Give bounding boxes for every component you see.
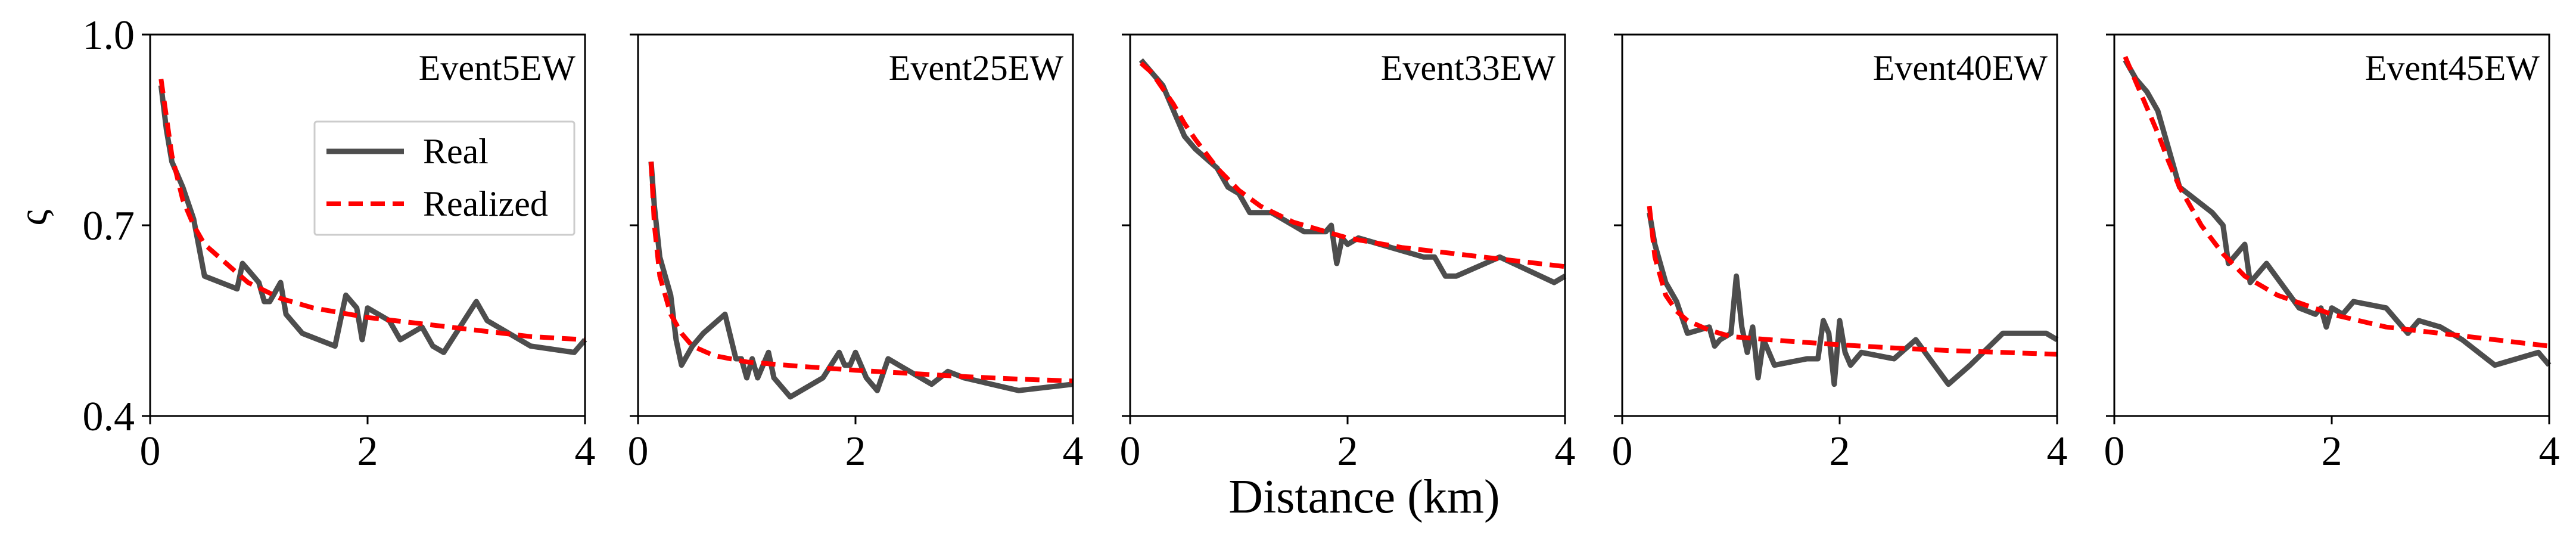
x-tick-label: 0 — [1612, 429, 1633, 474]
x-tick-label: 4 — [2539, 429, 2560, 474]
series-line-realized — [158, 79, 586, 342]
panel-title: Event40EW — [1873, 48, 2048, 88]
x-tick-label: 4 — [2047, 429, 2068, 474]
y-tick-label: 0.7 — [83, 203, 135, 249]
panel-title: Event5EW — [419, 48, 576, 88]
x-tick-label: 2 — [1830, 429, 1850, 474]
series-line-realized — [2123, 55, 2550, 349]
x-tick-label: 0 — [1120, 429, 1141, 474]
subplot-1: 0 2 4 0.4 0.7 1.0 Event5EW Real Realized — [83, 13, 596, 474]
series-line-realized — [1647, 206, 2058, 357]
y-axis-label: ς — [10, 209, 55, 225]
series-line-realized — [648, 162, 1074, 384]
x-tick-label: 4 — [1063, 429, 1084, 474]
x-tick-label: 0 — [2104, 429, 2125, 474]
panel-title: Event45EW — [2365, 48, 2540, 88]
series-line-real — [648, 161, 1074, 400]
y-tick-label: 0.4 — [83, 394, 135, 440]
x-tick-label: 2 — [1337, 429, 1358, 474]
y-tick-label: 1.0 — [83, 13, 135, 58]
subplot-4: 0 2 4 Event40EW — [1612, 33, 2068, 474]
x-tick-label: 2 — [2322, 429, 2342, 474]
legend-label-real: Real — [423, 132, 489, 171]
legend: Real Realized — [313, 120, 575, 236]
subplot-5: 0 2 4 Event45EW — [2104, 33, 2560, 474]
panel-title: Event25EW — [889, 48, 1064, 88]
x-axis-label: Distance (km) — [1228, 471, 1499, 523]
plot-frame — [1129, 33, 1566, 417]
x-tick-label: 0 — [140, 429, 161, 474]
panel-title: Event33EW — [1381, 48, 1556, 88]
x-tick-label: 2 — [845, 429, 866, 474]
x-tick-label: 4 — [1555, 429, 1576, 474]
legend-label-realized: Realized — [423, 184, 548, 223]
subplot-grid: 0 2 4 0.4 0.7 1.0 Event5EW Real Realized 0 2 4 Event… — [83, 13, 2560, 474]
x-tick-label: 0 — [628, 429, 649, 474]
series-line-real — [2123, 58, 2552, 368]
plot-frame — [1621, 33, 2058, 417]
series-line-realized — [1139, 61, 1566, 269]
subplot-2: 0 2 4 Event25EW — [628, 33, 1084, 474]
series-line-real — [1647, 212, 2059, 387]
x-tick-label: 4 — [575, 429, 596, 474]
subplot-3: 0 2 4 Event33EW — [1120, 33, 1576, 474]
x-tick-label: 2 — [357, 429, 378, 474]
series-line-real — [158, 85, 587, 355]
series-line-real — [1138, 58, 1567, 285]
